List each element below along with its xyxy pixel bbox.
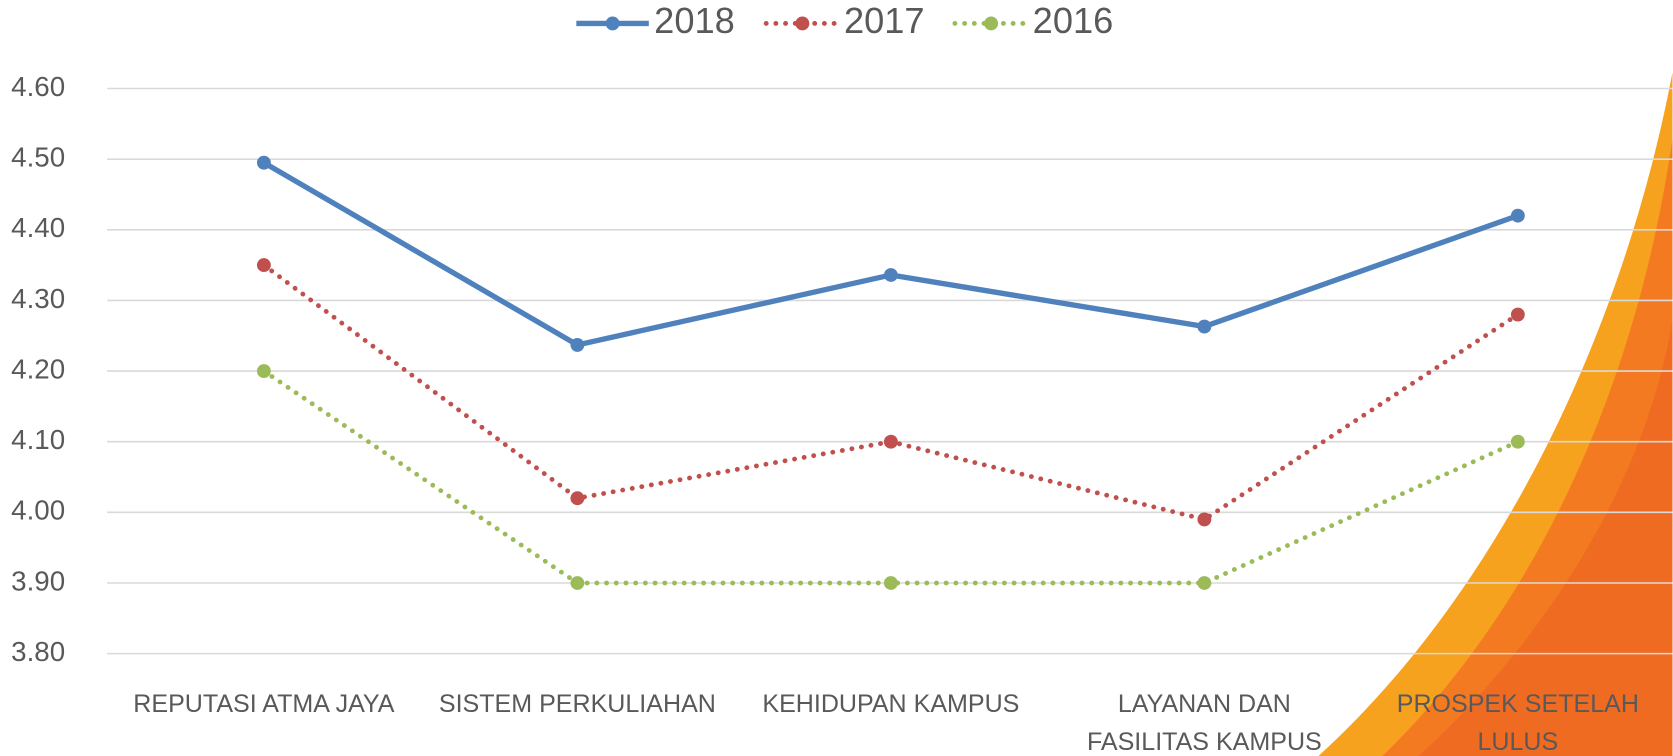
- legend-marker: [606, 17, 620, 31]
- y-tick-label: 4.40: [11, 212, 65, 243]
- y-tick-label: 3.80: [11, 636, 65, 667]
- legend: 2018 2017 2016: [576, 0, 1113, 41]
- page: 3.80 3.90 4.00 4.10 4.20 4.30 4.40 4.50 4.60 REPU…: [0, 0, 1673, 756]
- series-line: [264, 265, 1518, 519]
- legend-label: 2016: [1033, 0, 1114, 41]
- chart: 3.80 3.90 4.00 4.10 4.20 4.30 4.40 4.50 4.60 REPU…: [0, 0, 1673, 756]
- y-tick-label: 4.50: [11, 141, 65, 172]
- point: [1197, 576, 1211, 590]
- grid: 3.80 3.90 4.00 4.10 4.20 4.30 4.40 4.50 4.60 REPU…: [11, 71, 1672, 756]
- legend-marker: [795, 17, 809, 31]
- point: [1197, 320, 1211, 334]
- point: [570, 576, 584, 590]
- plot: [257, 156, 1525, 590]
- point: [1511, 435, 1525, 449]
- y-tick-label: 4.00: [11, 495, 65, 526]
- y-tick-label: 4.20: [11, 353, 65, 384]
- legend-marker: [984, 17, 998, 31]
- point: [884, 576, 898, 590]
- x-tick-label: SISTEM PERKULIAHAN: [439, 689, 716, 717]
- y-tick-label: 3.90: [11, 565, 65, 596]
- point: [257, 258, 271, 272]
- x-tick-label: KEHIDUPAN KAMPUS: [762, 689, 1019, 717]
- point: [570, 491, 584, 505]
- y-tick-label: 4.60: [11, 71, 65, 102]
- point: [1511, 308, 1525, 322]
- point: [570, 338, 584, 352]
- point: [1197, 512, 1211, 526]
- legend-label: 2018: [654, 0, 735, 41]
- point: [884, 435, 898, 449]
- point: [257, 156, 271, 170]
- legend-label: 2017: [844, 0, 925, 41]
- series-line: [264, 163, 1518, 345]
- y-tick-label: 4.30: [11, 283, 65, 314]
- point: [1511, 209, 1525, 223]
- point: [257, 364, 271, 378]
- point: [884, 268, 898, 282]
- x-tick-label: REPUTASI ATMA JAYA: [133, 689, 394, 717]
- y-tick-label: 4.10: [11, 424, 65, 455]
